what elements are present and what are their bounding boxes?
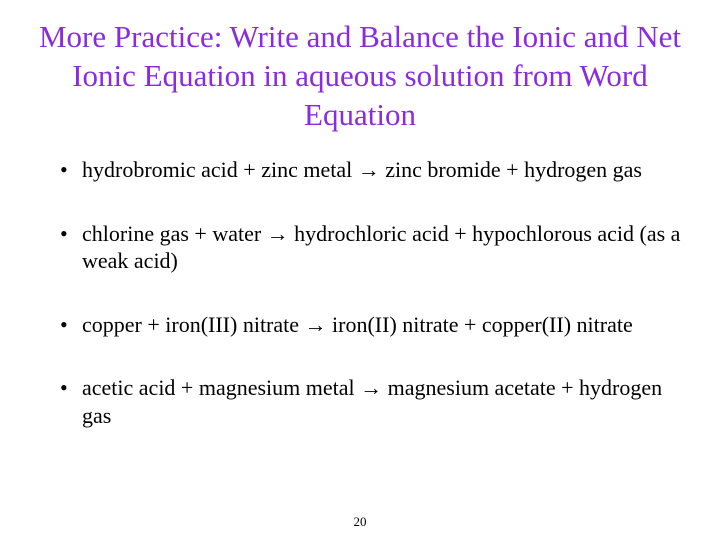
page-number: 20 [354, 514, 367, 530]
slide-title: More Practice: Write and Balance the Ion… [30, 18, 690, 134]
bullet-list: hydrobromic acid + zinc metal → zinc bro… [30, 156, 690, 429]
list-item: chlorine gas + water → hydrochloric acid… [60, 220, 690, 275]
list-item: copper + iron(III) nitrate → iron(II) ni… [60, 311, 690, 339]
list-item: hydrobromic acid + zinc metal → zinc bro… [60, 156, 690, 184]
list-item: acetic acid + magnesium metal → magnesiu… [60, 374, 690, 429]
